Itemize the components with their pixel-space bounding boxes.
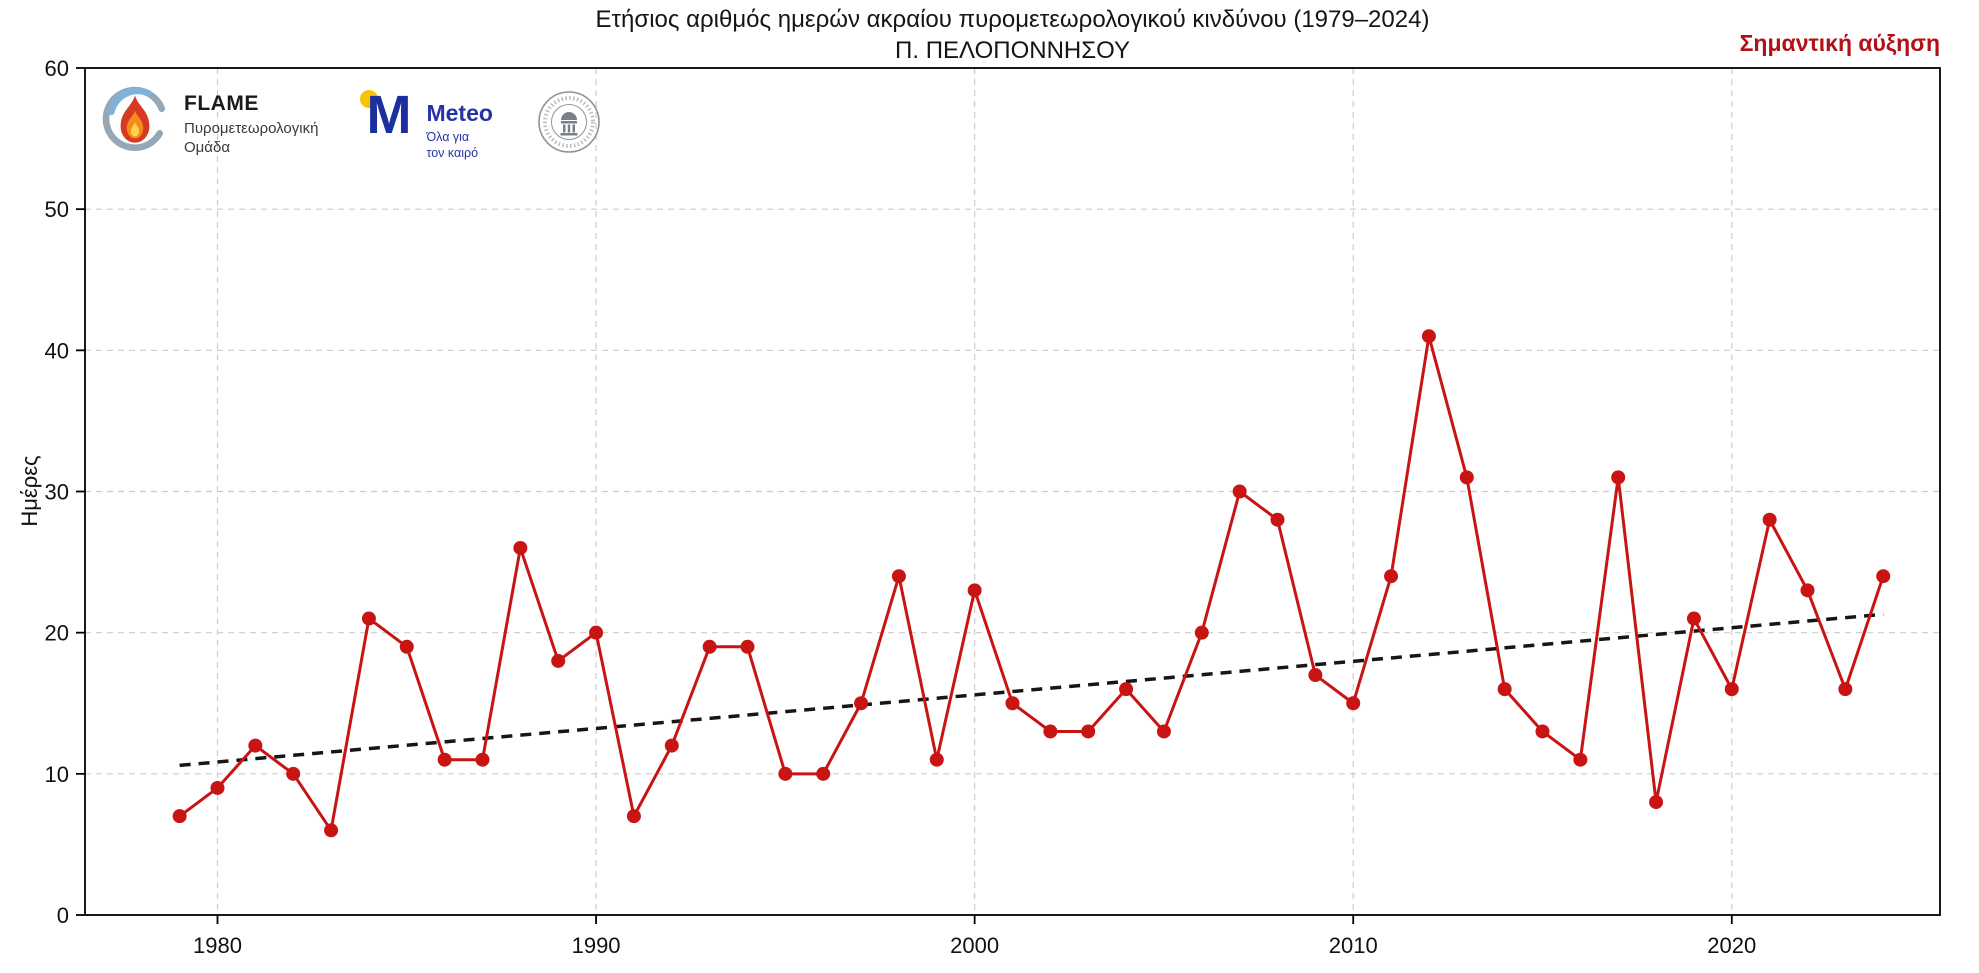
y-tick-label: 10 [45, 762, 69, 787]
chart-title-block: Ετήσιος αριθμός ημερών ακραίου πυρομετεω… [85, 6, 1940, 65]
meteo-logo-text: Meteo Όλα για τον καιρό [426, 94, 492, 161]
data-point [210, 780, 225, 795]
data-point [1497, 682, 1512, 697]
data-point [1346, 696, 1361, 711]
data-point [929, 752, 944, 767]
data-point [702, 639, 717, 654]
data-point [1762, 512, 1777, 527]
data-point [1573, 752, 1588, 767]
data-point [1005, 696, 1020, 711]
data-point [1270, 512, 1285, 527]
data-point [626, 809, 641, 824]
data-point [1686, 611, 1701, 626]
y-axis-label: Ημέρες [17, 455, 42, 527]
data-point [399, 639, 414, 654]
trend-annotation: Σημαντική αύξηση [1739, 30, 1940, 56]
data-point [1043, 724, 1058, 739]
data-point [361, 611, 376, 626]
x-tick-label: 2010 [1329, 933, 1378, 958]
data-point [891, 569, 906, 584]
data-point [1724, 682, 1739, 697]
chart-title-line1: Ετήσιος αριθμός ημερών ακραίου πυρομετεω… [595, 6, 1430, 33]
chart-title-line2: Π. ΠΕΛΟΠΟΝΝΗΣΟΥ [895, 37, 1130, 64]
data-point [1081, 724, 1096, 739]
data-point [1384, 569, 1399, 584]
trend-line [179, 612, 1884, 768]
flame-logo-subtitle: Πυρομετεωρολογική Ομάδα [184, 120, 318, 158]
data-point [475, 752, 490, 767]
data-line [178, 334, 1885, 832]
data-point [1421, 329, 1436, 344]
data-point [1232, 484, 1247, 499]
y-tick-label: 40 [45, 338, 69, 363]
data-point [172, 809, 187, 824]
y-tick-label: 30 [45, 480, 69, 505]
flame-logo-title: FLAME [184, 92, 259, 115]
meteo-m-letter: M [366, 85, 412, 145]
logo-row: FLAME Πυρομετεωρολογική Ομάδα M Meteo Όλ… [98, 82, 601, 161]
data-point [1649, 795, 1664, 810]
y-tick-label: 50 [45, 197, 69, 222]
data-point [1838, 682, 1853, 697]
flame-logo-text: FLAME Πυρομετεωρολογική Ομάδα [184, 82, 318, 158]
data-point [740, 639, 755, 654]
national-observatory-of-athens-seal [538, 91, 600, 153]
data-point [1156, 724, 1171, 739]
data-point [1308, 668, 1323, 683]
x-tick-label: 2020 [1707, 933, 1756, 958]
meteo-sun-dot [360, 90, 379, 108]
data-point [778, 766, 793, 781]
meteo-m-sun-icon: M [360, 85, 416, 148]
data-point [1535, 724, 1550, 739]
data-point [664, 738, 679, 753]
data-point [437, 752, 452, 767]
data-point [1611, 470, 1626, 485]
meteo-logo-subtitle-line2: τον καιρό [426, 145, 479, 160]
y-tick-label: 20 [45, 621, 69, 646]
flame-logo-subtitle-line1: Πυρομετεωρολογική [184, 120, 319, 137]
data-point [589, 625, 604, 640]
x-tick-label: 1980 [193, 933, 242, 958]
data-point [551, 653, 566, 668]
flame-logo-subtitle-line2: Ομάδα [184, 138, 231, 156]
data-point [248, 738, 263, 753]
data-point [854, 696, 869, 711]
data-point [286, 766, 301, 781]
data-point [1194, 625, 1209, 640]
x-tick-label: 1990 [572, 933, 621, 958]
data-point [816, 766, 831, 781]
data-point [1459, 470, 1474, 485]
y-tick-label: 0 [57, 903, 69, 928]
y-tick-label: 60 [45, 56, 69, 81]
data-point [1119, 682, 1134, 697]
flame-swirl-icon [102, 86, 166, 151]
flame-logo: FLAME Πυρομετεωρολογική Ομάδα [98, 82, 318, 158]
meteo-logo-subtitle: Όλα για τον καιρό [426, 130, 492, 161]
meteo-logo: M Meteo Όλα για τον καιρό [360, 85, 493, 161]
meteo-logo-subtitle-line1: Όλα για [426, 130, 470, 144]
data-point [513, 540, 528, 555]
data-point [1876, 569, 1891, 584]
observatory-logo [537, 90, 601, 159]
data-point [967, 583, 982, 598]
data-point [1800, 583, 1815, 598]
data-point [324, 823, 339, 838]
x-tick-label: 2000 [950, 933, 999, 958]
meteo-logo-title: Meteo [426, 100, 493, 126]
